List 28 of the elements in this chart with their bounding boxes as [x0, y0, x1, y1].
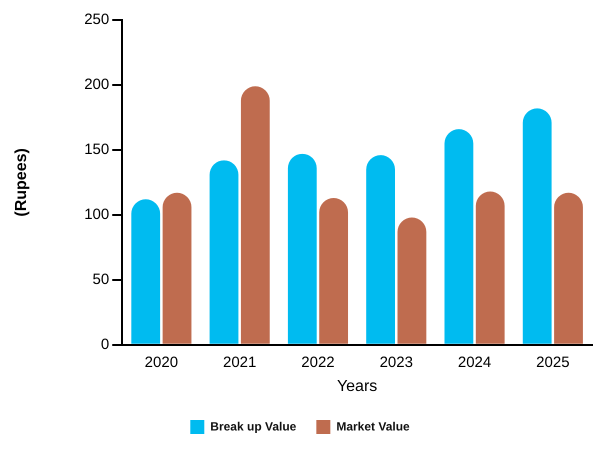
bar — [398, 217, 426, 344]
bar — [476, 191, 505, 344]
bar — [554, 192, 583, 344]
x-tick-label: 2020 — [144, 354, 178, 371]
bar — [240, 86, 270, 344]
y-tick-label: 0 — [100, 336, 110, 353]
x-tick-label: 2021 — [222, 354, 256, 371]
legend-label: Break up Value — [210, 419, 297, 434]
y-tick-label: 100 — [84, 206, 110, 224]
bar — [366, 155, 396, 344]
x-tick-label: 2023 — [380, 354, 413, 371]
bar — [288, 154, 317, 344]
y-tick-label: 50 — [92, 270, 110, 288]
y-tick-label: 200 — [84, 76, 110, 94]
x-tick-label: 2024 — [458, 354, 492, 371]
bar — [522, 108, 552, 344]
legend-label: Market Value — [336, 419, 410, 434]
y-tick-label: 250 — [84, 11, 110, 28]
x-axis-title: Years — [336, 378, 378, 395]
x-tick-label: 2022 — [301, 354, 335, 371]
x-tick-label: 2025 — [536, 354, 570, 371]
bar — [162, 192, 192, 344]
y-tick-label: 150 — [84, 141, 110, 158]
bar — [319, 198, 348, 344]
y-axis-title: (Rupees) — [13, 148, 30, 217]
bar — [131, 199, 160, 344]
bar — [210, 160, 238, 344]
bar — [444, 129, 474, 344]
